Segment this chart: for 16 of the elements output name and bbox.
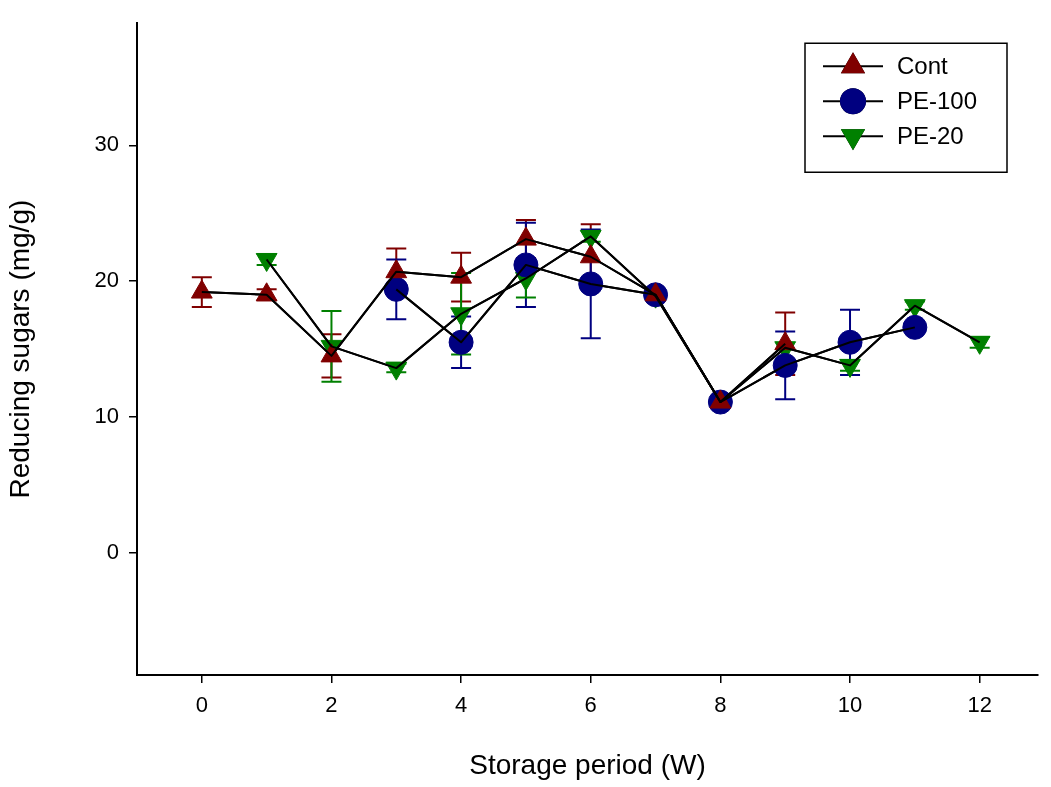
y-tick-label: 30 xyxy=(94,131,119,157)
x-tick-label: 6 xyxy=(584,692,597,718)
x-tick-label: 4 xyxy=(454,692,468,718)
x-tick-label: 12 xyxy=(967,692,992,718)
legend-label: PE-100 xyxy=(897,86,978,114)
x-tick-label: 10 xyxy=(837,692,863,718)
y-tick-label: 20 xyxy=(94,267,119,293)
legend-label: Cont xyxy=(897,51,949,79)
x-axis-title: Storage period (W) xyxy=(469,748,706,780)
y-tick-label: 0 xyxy=(106,538,119,564)
x-tick-label: 2 xyxy=(325,692,338,718)
x-tick-label: 8 xyxy=(714,692,727,718)
y-axis-title: Reducing sugars (mg/g) xyxy=(3,199,35,499)
y-tick-label: 10 xyxy=(94,403,119,429)
x-tick-label: 0 xyxy=(195,692,208,718)
legend-label: PE-20 xyxy=(897,121,964,149)
